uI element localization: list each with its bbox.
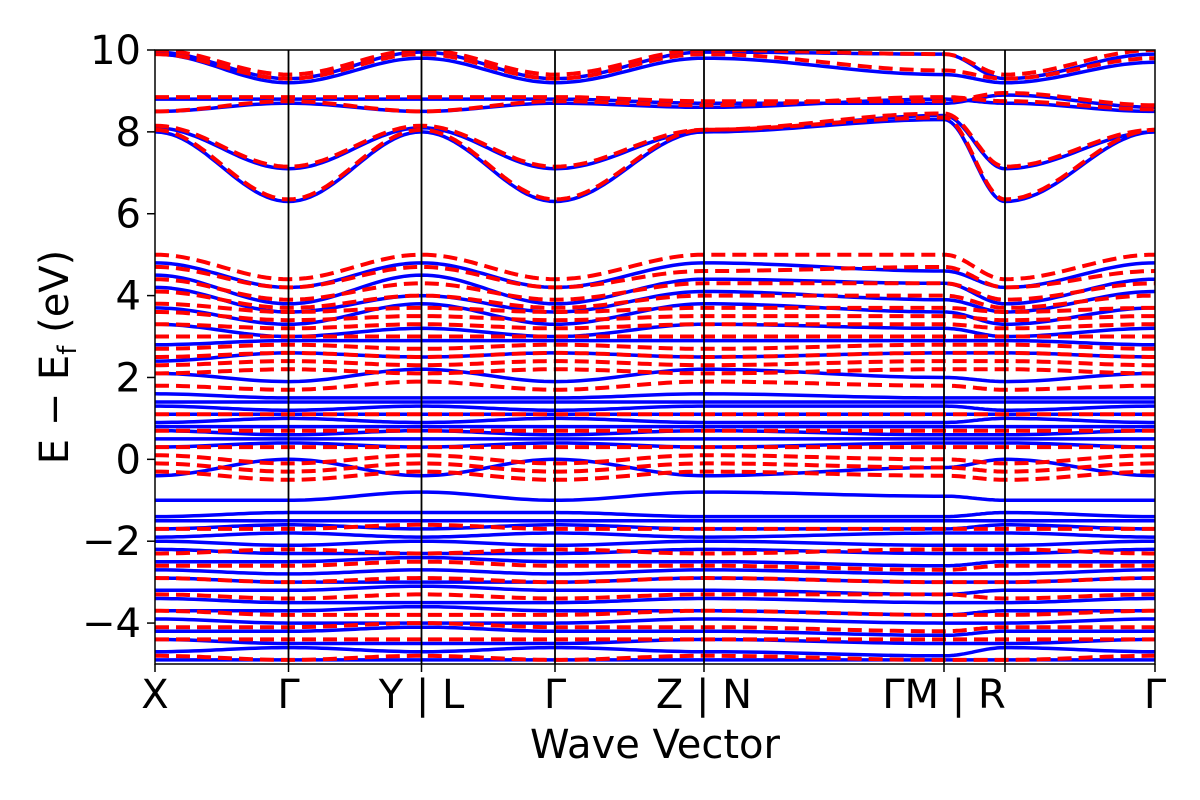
x-tick-label: Z | N bbox=[656, 672, 752, 718]
band-line bbox=[155, 453, 1155, 466]
band-line bbox=[155, 367, 1155, 376]
y-tick-label: 2 bbox=[116, 355, 141, 401]
band-line bbox=[155, 277, 1155, 302]
band-line bbox=[155, 637, 1155, 646]
band-line bbox=[155, 469, 1155, 482]
band-line bbox=[155, 111, 1155, 169]
x-tick-label: Γ bbox=[544, 672, 567, 718]
band-line bbox=[155, 653, 1155, 662]
x-axis-label: Wave Vector bbox=[530, 722, 781, 768]
band-line bbox=[155, 52, 1155, 81]
y-tick-label: 6 bbox=[116, 192, 141, 238]
band-line bbox=[155, 338, 1155, 347]
band-line bbox=[155, 539, 1155, 548]
x-axis-ticks: X Γ Y | L Γ Z | N ΓM | R Γ bbox=[141, 664, 1167, 718]
band-line bbox=[155, 568, 1155, 576]
band-line bbox=[155, 645, 1155, 658]
x-tick-label: Γ bbox=[277, 672, 300, 718]
band-line bbox=[155, 441, 1155, 449]
band-line bbox=[155, 490, 1155, 503]
band-line bbox=[155, 350, 1155, 359]
band-line bbox=[155, 547, 1155, 556]
band-line bbox=[155, 301, 1155, 314]
band-line bbox=[155, 576, 1155, 585]
band-line bbox=[155, 289, 1155, 310]
band-line bbox=[155, 510, 1155, 519]
band-line bbox=[155, 392, 1155, 400]
band-line bbox=[155, 359, 1155, 368]
band-line bbox=[155, 621, 1155, 634]
dashed-band-series bbox=[155, 50, 1155, 662]
band-line bbox=[155, 531, 1155, 539]
y-axis-ticks: −4 −2 0 2 4 6 8 10 bbox=[82, 28, 155, 647]
x-tick-label: ΓM | R bbox=[882, 672, 1006, 718]
y-tick-label: −2 bbox=[82, 519, 141, 565]
band-line bbox=[155, 592, 1155, 601]
band-line bbox=[155, 322, 1155, 331]
band-line bbox=[155, 461, 1155, 474]
band-line bbox=[155, 50, 1155, 77]
band-line bbox=[155, 95, 1155, 114]
band-line bbox=[155, 252, 1155, 282]
band-line bbox=[155, 522, 1155, 531]
x-tick-label: Y | L bbox=[378, 672, 465, 718]
plot-frame bbox=[154, 49, 1156, 665]
band-line bbox=[155, 416, 1155, 425]
x-tick-label: X bbox=[141, 672, 168, 718]
bands-layer bbox=[155, 50, 1155, 662]
band-line bbox=[155, 91, 1155, 108]
y-tick-label: −4 bbox=[82, 601, 141, 647]
band-line bbox=[155, 404, 1155, 412]
band-line bbox=[155, 273, 1155, 306]
band-line bbox=[155, 367, 1155, 384]
band-line bbox=[155, 584, 1155, 597]
band-line bbox=[155, 608, 1155, 617]
y-tick-label: 0 bbox=[116, 437, 141, 483]
band-line bbox=[155, 52, 1155, 85]
band-line bbox=[155, 617, 1155, 625]
y-axis-label-main: E − E bbox=[32, 355, 78, 465]
band-line bbox=[155, 310, 1155, 323]
band-line bbox=[155, 302, 1155, 327]
band-line bbox=[155, 555, 1155, 568]
band-line bbox=[155, 115, 1155, 202]
band-line bbox=[155, 559, 1155, 572]
band-line bbox=[155, 379, 1155, 392]
x-tick-label: Γ bbox=[1144, 672, 1167, 718]
y-axis-label: E − Ef (eV) bbox=[32, 250, 83, 465]
band-line bbox=[155, 342, 1155, 351]
band-line bbox=[155, 596, 1155, 605]
y-tick-label: 10 bbox=[90, 28, 141, 74]
band-line bbox=[155, 264, 1155, 290]
y-axis-label-unit: (eV) bbox=[32, 250, 78, 346]
band-line bbox=[155, 625, 1155, 638]
y-axis-label-subscript: f bbox=[53, 345, 83, 355]
kpath-separator-lines bbox=[287, 50, 1006, 664]
y-tick-label: 4 bbox=[116, 274, 141, 320]
y-tick-label: 8 bbox=[116, 110, 141, 156]
